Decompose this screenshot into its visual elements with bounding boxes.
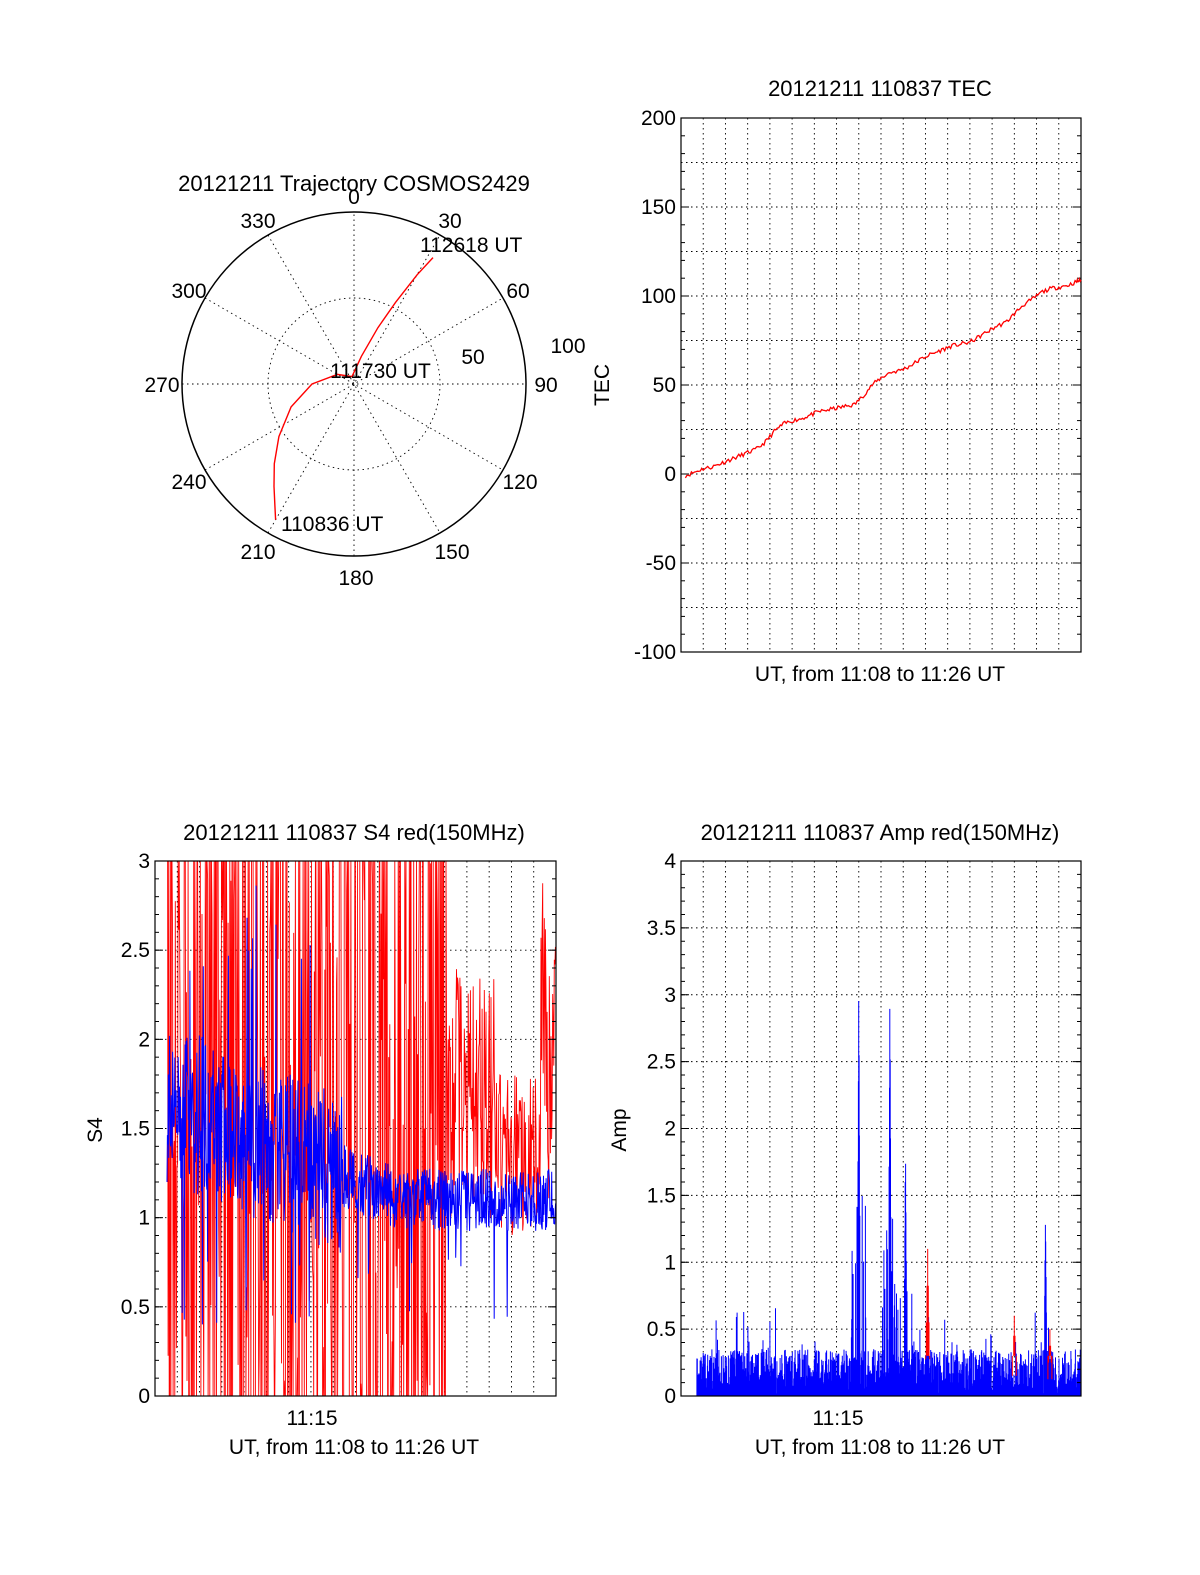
- amp-ytick-label: 2: [664, 1118, 676, 1141]
- polar-azimuth-label: 120: [502, 471, 537, 494]
- s4-ytick-label: 0: [138, 1385, 150, 1408]
- tec-ylabel: TEC: [591, 364, 614, 406]
- s4-xtick-1115: 11:15: [287, 1407, 338, 1430]
- polar-azimuth-label: 300: [171, 280, 206, 303]
- tec-series-line: [684, 276, 1082, 479]
- tec-ytick-label: -100: [634, 641, 676, 664]
- s4-plot: 20121211 110837 S4 red(150MHz) 3 2.5 2 1.5 1…: [84, 820, 557, 1459]
- s4-ytick-label: 2.5: [121, 939, 150, 962]
- amp-ytick-label: 0: [664, 1385, 676, 1408]
- amp-plot: 20121211 110837 Amp red(150MHz) 4 3.5 3 2.5…: [608, 820, 1082, 1459]
- tec-ytick-label: 200: [641, 107, 676, 130]
- polar-azimuth-label: 0: [348, 186, 360, 209]
- amp-ytick-label: 1: [664, 1251, 676, 1274]
- trajectory-end-time: 112618 UT: [420, 234, 523, 257]
- tec-ytick-label: 150: [641, 196, 676, 219]
- amp-ytick-label: 3: [664, 984, 676, 1007]
- polar-azimuth-label: 90: [534, 374, 557, 397]
- s4-ytick-label: 2: [138, 1028, 150, 1051]
- amp-blue-series: [696, 1001, 1082, 1396]
- amp-ytick-label: 2.5: [647, 1051, 676, 1074]
- amp-ytick-label: 4: [664, 850, 676, 873]
- amp-ylabel: Amp: [608, 1108, 631, 1151]
- polar-radial-label: 100: [550, 335, 585, 358]
- amp-title: 20121211 110837 Amp red(150MHz): [701, 820, 1060, 845]
- s4-xlabel: UT, from 11:08 to 11:26 UT: [229, 1436, 479, 1459]
- s4-blue-series: [166, 885, 557, 1325]
- s4-ylabel: S4: [84, 1117, 107, 1143]
- polar-azimuth-label: 150: [434, 541, 469, 564]
- polar-azimuth-label: 240: [171, 471, 206, 494]
- amp-ytick-label: 3.5: [647, 917, 676, 940]
- tec-ytick-label: -50: [646, 552, 676, 575]
- amp-ytick-label: 0.5: [647, 1318, 676, 1341]
- tec-plot: 20121211 110837 TEC 200150100500-50-100 …: [591, 76, 1082, 686]
- polar-inner-circle: [267, 297, 441, 471]
- polar-azimuth-label: 270: [144, 374, 179, 397]
- amp-xlabel: UT, from 11:08 to 11:26 UT: [755, 1436, 1005, 1459]
- tec-ytick-label: 0: [664, 463, 676, 486]
- polar-azimuth-label: 180: [338, 567, 373, 590]
- s4-title: 20121211 110837 S4 red(150MHz): [183, 820, 525, 845]
- polar-outer-circle: [181, 211, 527, 557]
- amp-xtick-1115: 11:15: [813, 1407, 864, 1430]
- trajectory-start-time: 110836 UT: [281, 513, 384, 536]
- tec-ytick-label: 100: [641, 285, 676, 308]
- trajectory-mid-time: 111730 UT: [330, 360, 431, 383]
- trajectory-line: [273, 257, 434, 520]
- s4-ytick-label: 1.5: [121, 1118, 150, 1141]
- polar-azimuth-label: 210: [240, 541, 275, 564]
- amp-red-series: [925, 1248, 1053, 1380]
- polar-azimuth-label: 30: [438, 210, 461, 233]
- s4-red-series: [167, 860, 556, 1397]
- tec-xlabel: UT, from 11:08 to 11:26 UT: [755, 663, 1005, 686]
- trajectory-title: 20121211 Trajectory COSMOS2429: [178, 171, 530, 196]
- polar-azimuth-label: 60: [506, 280, 529, 303]
- tec-title: 20121211 110837 TEC: [768, 76, 992, 101]
- s4-ytick-label: 0.5: [121, 1296, 150, 1319]
- tec-ytick-label: 50: [653, 374, 676, 397]
- s4-ytick-label: 1: [138, 1207, 150, 1230]
- trajectory-polar-plot: 20121211 Trajectory COSMOS2429 0 30 60 90 12…: [144, 171, 585, 590]
- polar-radial-label: 50: [461, 346, 484, 369]
- s4-ytick-label: 3: [138, 850, 150, 873]
- amp-ytick-label: 1.5: [647, 1184, 676, 1207]
- polar-azimuth-label: 330: [240, 210, 275, 233]
